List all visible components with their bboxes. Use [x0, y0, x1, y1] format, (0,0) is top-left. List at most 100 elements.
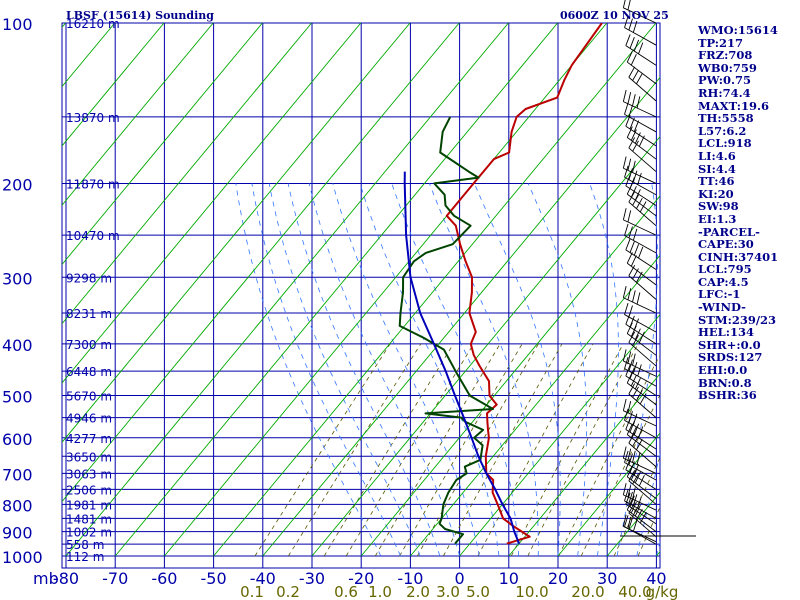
wind-barb	[622, 285, 657, 314]
wind-barb	[624, 16, 657, 46]
moist-adiabat	[527, 183, 588, 557]
temperature-tick-label: -80	[53, 569, 79, 588]
wind-barb	[624, 450, 657, 481]
moist-adiabat	[391, 183, 519, 557]
index-value: CAPE:30	[698, 237, 754, 252]
index-value: EHI:0.0	[698, 363, 748, 378]
wind-barb	[625, 458, 657, 490]
moist-adiabat	[308, 183, 460, 557]
isotherm-line	[508, 373, 660, 557]
moist-adiabat	[251, 183, 401, 557]
height-label: 3650 m	[66, 450, 112, 464]
mixing-ratio-tick-label: 20.0	[571, 583, 604, 600]
wind-barb	[625, 418, 657, 450]
height-label: 558 m	[66, 538, 104, 552]
index-value: WMO:15614	[698, 23, 778, 37]
mixing-ratio-tick-label: 10.0	[515, 583, 548, 600]
dewpoint-profile	[398, 116, 494, 545]
wind-barb	[622, 208, 657, 236]
wind-barb	[626, 51, 657, 85]
mixing-ratio-line	[527, 343, 639, 557]
isotherm-line	[62, 23, 312, 325]
wind-barb	[628, 137, 657, 172]
temperature-tick-label: -30	[299, 569, 325, 588]
height-label: 8231 m	[66, 307, 112, 321]
height-label: 7300 m	[66, 338, 112, 352]
index-value: PW:0.75	[698, 73, 752, 88]
isotherm-line	[62, 23, 165, 147]
temperature-tick-label: -10	[397, 569, 423, 588]
wind-barb	[622, 0, 657, 24]
wind-barb	[628, 66, 657, 102]
wind-barb	[626, 126, 657, 160]
wind-barb	[625, 492, 657, 525]
mixing-ratio-line	[580, 394, 660, 557]
temperature-tick-label: 10	[499, 569, 519, 588]
pressure-tick-label: 300	[2, 269, 33, 288]
index-value: TP:217	[698, 35, 744, 50]
temperature-tick-label: 0	[455, 569, 465, 588]
wind-barb	[624, 302, 657, 333]
mixing-ratio-line	[637, 506, 660, 557]
height-label: 4277 m	[66, 432, 112, 446]
index-value: -WIND-	[698, 300, 746, 315]
isotherm-line	[213, 23, 657, 557]
temperature-tick-label: 30	[597, 569, 617, 588]
wind-barb	[626, 252, 657, 286]
pressure-tick-label: 900	[2, 524, 33, 543]
parcel-profile	[403, 171, 521, 544]
height-label: 1481 m	[66, 512, 112, 526]
pressure-tick-label: 200	[2, 175, 33, 194]
mixing-ratio-line	[399, 343, 523, 557]
isotherm-line	[459, 313, 660, 557]
index-value: CINH:37401	[698, 249, 779, 264]
index-value: SI:4.4	[698, 161, 736, 176]
isotherm-line	[114, 23, 558, 557]
mixing-ratio-tick-label: 5.0	[466, 583, 490, 600]
mixing-ratio-line	[613, 456, 660, 557]
index-value: HEL:134	[698, 325, 754, 340]
pressure-tick-label: 1000	[2, 548, 43, 567]
index-value: BSHR:36	[698, 388, 757, 403]
index-value: BRN:0.8	[698, 375, 752, 390]
mixing-ratio-line	[477, 343, 594, 557]
pressure-tick-label: 400	[2, 336, 33, 355]
wind-barb	[622, 446, 657, 474]
moist-adiabat	[332, 183, 480, 557]
mixing-ratio-tick-label: 0.6	[334, 583, 358, 600]
isotherm-line	[62, 23, 460, 503]
wind-barb	[625, 34, 657, 66]
temperature-tick-label: -70	[102, 569, 128, 588]
index-value: RH:74.4	[698, 85, 751, 100]
moist-adiabat	[268, 183, 421, 557]
pressure-tick-label: 100	[2, 15, 33, 34]
wind-barb	[622, 398, 657, 427]
isotherm-line	[62, 23, 362, 384]
index-value: KI:20	[698, 186, 734, 201]
mixing-ratio-line	[510, 343, 624, 557]
height-label: 16210 m	[66, 17, 120, 31]
wind-barb	[624, 515, 657, 545]
index-value: TT:46	[698, 174, 735, 189]
mixing-ratio-line	[558, 353, 660, 557]
moist-adiabat	[589, 183, 619, 557]
temperature-tick-label: -60	[151, 569, 177, 588]
mixing-ratio-tick-label: 0.1	[240, 583, 264, 600]
wind-barb	[626, 371, 657, 405]
wind-barb	[622, 156, 657, 184]
mixing-ratio-line	[254, 343, 391, 557]
wind-barb	[625, 238, 657, 270]
moist-adiabat	[429, 183, 539, 556]
wind-barb	[628, 502, 657, 538]
wind-barb	[624, 165, 657, 196]
height-label: 13870 m	[66, 111, 120, 125]
index-value: FRZ:708	[698, 48, 753, 63]
isotherm-line	[62, 23, 411, 443]
wind-barb	[624, 357, 657, 387]
index-value: CAP:4.5	[698, 274, 749, 289]
wind-barb	[628, 331, 657, 367]
index-value: SRDS:127	[698, 350, 763, 365]
height-label: 10470 m	[66, 229, 120, 243]
mixing-ratio-tick-label: 0.2	[276, 583, 300, 600]
